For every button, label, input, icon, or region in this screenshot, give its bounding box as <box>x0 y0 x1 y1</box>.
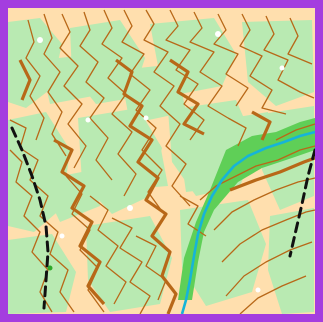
dashed-track <box>10 126 317 310</box>
index-contours <box>18 58 316 315</box>
boulder-dots <box>37 31 285 293</box>
green-point <box>47 265 53 271</box>
stream-line <box>180 130 316 315</box>
